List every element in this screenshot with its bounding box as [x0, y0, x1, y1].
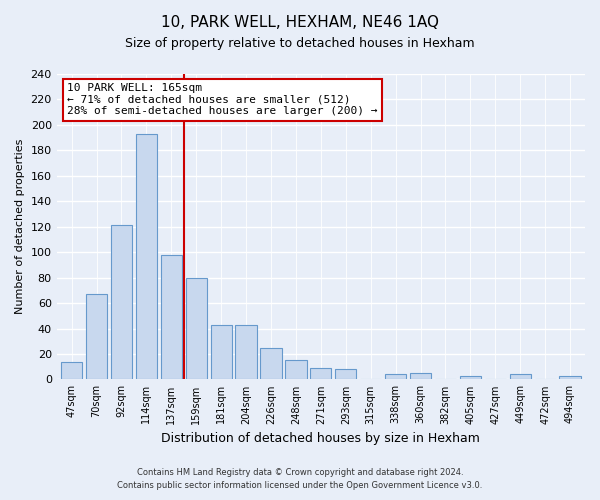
- Bar: [460, 376, 481, 380]
- Text: Contains HM Land Registry data © Crown copyright and database right 2024.
Contai: Contains HM Land Registry data © Crown c…: [118, 468, 482, 490]
- Bar: [286, 360, 307, 380]
- Text: 10, PARK WELL, HEXHAM, NE46 1AQ: 10, PARK WELL, HEXHAM, NE46 1AQ: [161, 15, 439, 30]
- Y-axis label: Number of detached properties: Number of detached properties: [15, 139, 25, 314]
- Bar: [335, 369, 356, 380]
- Bar: [310, 368, 331, 380]
- Bar: [86, 294, 107, 380]
- Text: 10 PARK WELL: 165sqm
← 71% of detached houses are smaller (512)
28% of semi-deta: 10 PARK WELL: 165sqm ← 71% of detached h…: [67, 83, 378, 116]
- Bar: [410, 373, 431, 380]
- Bar: [385, 374, 406, 380]
- X-axis label: Distribution of detached houses by size in Hexham: Distribution of detached houses by size …: [161, 432, 480, 445]
- Bar: [161, 254, 182, 380]
- Bar: [211, 324, 232, 380]
- Text: Size of property relative to detached houses in Hexham: Size of property relative to detached ho…: [125, 38, 475, 51]
- Bar: [559, 376, 581, 380]
- Bar: [260, 348, 281, 380]
- Bar: [185, 278, 207, 380]
- Bar: [136, 134, 157, 380]
- Bar: [111, 226, 132, 380]
- Bar: [61, 362, 82, 380]
- Bar: [509, 374, 531, 380]
- Bar: [235, 324, 257, 380]
